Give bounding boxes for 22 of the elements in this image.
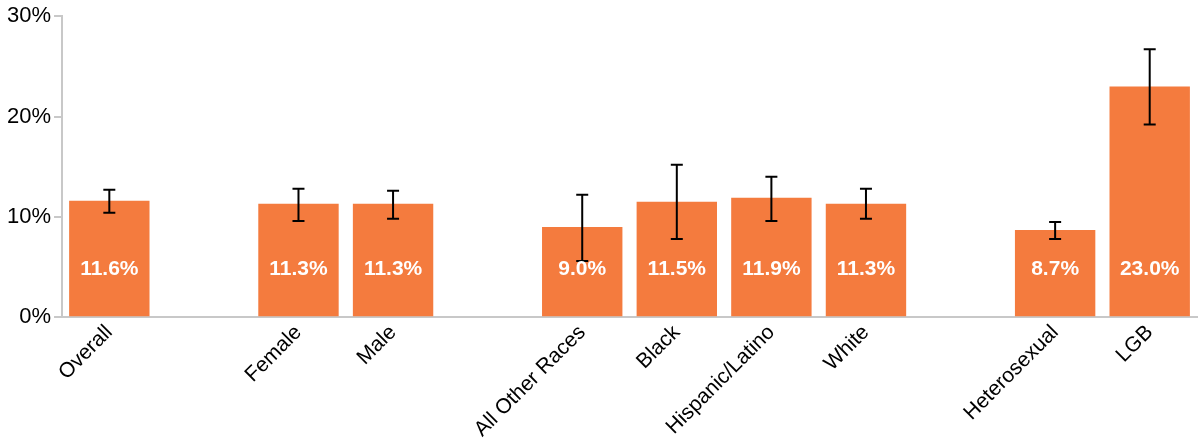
y-tick-label: 20% (6, 102, 52, 128)
data-label: 11.3% (363, 256, 423, 279)
data-label: 8.7% (1031, 256, 1080, 279)
bar (1109, 86, 1190, 317)
bar (258, 203, 339, 317)
y-tick-label: 10% (6, 202, 52, 228)
bar (352, 203, 434, 317)
bar (825, 203, 907, 317)
bar (542, 226, 623, 317)
data-label: 11.6% (80, 256, 139, 279)
bar (1014, 229, 1096, 317)
data-label: 11.3% (836, 256, 896, 279)
y-tick-label: 30% (6, 2, 52, 28)
bar (731, 197, 812, 317)
data-label: 9.0% (558, 256, 607, 279)
data-label: 23.0% (1119, 256, 1180, 279)
y-tick-label: 0% (19, 303, 52, 329)
data-label: 11.5% (647, 256, 707, 279)
bar (69, 200, 150, 317)
data-label: 11.9% (742, 256, 801, 279)
bar (636, 201, 717, 317)
data-label: 11.3% (269, 256, 328, 279)
